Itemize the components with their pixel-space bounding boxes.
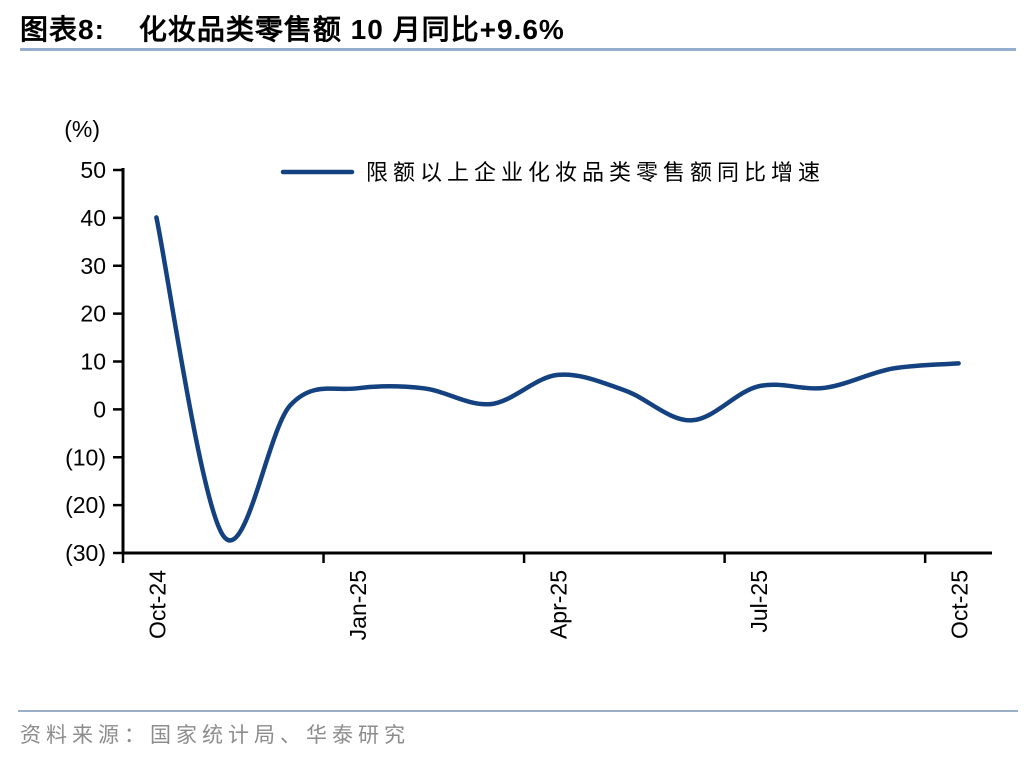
y-tick-label: 50 (80, 157, 106, 183)
y-tick-label: 20 (80, 301, 106, 327)
title-underline (20, 48, 1016, 51)
figure-label: 图表8: (20, 14, 105, 45)
x-tick-label: Oct-25 (947, 570, 973, 639)
source-text: 资料来源：国家统计局、华泰研究 (20, 723, 410, 747)
source-divider (18, 710, 1018, 712)
y-tick-label: 10 (80, 349, 106, 375)
series-line (154, 215, 961, 543)
figure-header: 图表8: 化妆品类零售额 10 月同比+9.6% (20, 8, 565, 48)
y-tick-label: 40 (80, 205, 106, 231)
x-tick-label: Apr-25 (546, 570, 572, 639)
x-tick-label: Jul-25 (746, 570, 772, 633)
y-tick-label: 30 (80, 253, 106, 279)
y-axis-unit-label: (%) (64, 116, 100, 142)
y-tick-label: (20) (65, 492, 106, 518)
x-tick-label: Jan-25 (345, 570, 371, 640)
legend-label: 限额以上企业化妆品类零售额同比增速 (366, 160, 825, 185)
y-tick-label: 0 (93, 396, 106, 422)
x-tick-label: Oct-24 (144, 570, 170, 639)
y-tick-label: (10) (65, 444, 106, 470)
y-tick-label: (30) (65, 540, 106, 566)
figure-title: 化妆品类零售额 10 月同比+9.6% (138, 14, 565, 45)
